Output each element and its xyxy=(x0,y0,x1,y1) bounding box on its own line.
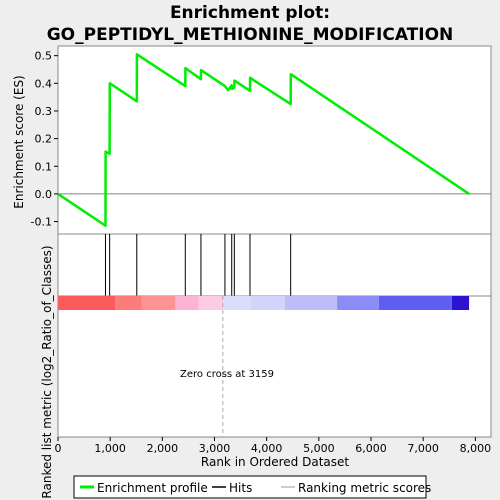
metric-bar-segment xyxy=(58,296,116,310)
x-tick-label: 8,000 xyxy=(460,442,492,455)
x-tick-label: 1,000 xyxy=(94,442,126,455)
metric-bar-segment xyxy=(141,296,176,310)
metric-bar-segment xyxy=(337,296,379,310)
x-tick-label: 6,000 xyxy=(355,442,387,455)
hits-panel-background xyxy=(57,233,492,297)
hits-marks xyxy=(104,234,292,296)
metric-panel-background xyxy=(57,295,492,438)
metric-bar-segment xyxy=(251,296,285,310)
y-tick-label: 0.2 xyxy=(35,133,53,146)
y-tick-label: 0.0 xyxy=(35,188,53,201)
metric-bar-segment xyxy=(284,296,338,310)
chart-title-line-2: GO_PEPTIDYL_METHIONINE_MODIFICATION xyxy=(47,25,454,45)
x-tick-label: 7,000 xyxy=(407,442,439,455)
x-axis: 0 1,000 2,000 3,000 4,000 5,000 6,000 7,000 8,00… xyxy=(55,437,492,455)
y-tick-label: 0.4 xyxy=(35,77,53,90)
y-axis-label-top: Enrichment score (ES) xyxy=(12,75,26,208)
es-y-axis: -0.1 0.0 0.1 0.2 0.3 0.4 0.5 xyxy=(31,50,58,229)
y-tick-label: 0.1 xyxy=(35,160,53,173)
legend-box xyxy=(73,475,427,499)
metric-bar-segment xyxy=(198,296,223,310)
metric-bar-segment xyxy=(451,296,470,310)
ranking-metric-bar xyxy=(58,296,470,310)
es-panel-background xyxy=(57,45,492,235)
y-tick-label: 0.3 xyxy=(35,105,53,118)
legend-label-ranking-metric: Ranking metric scores xyxy=(298,481,431,495)
x-tick-label: 0 xyxy=(55,442,62,455)
x-tick-label: 5,000 xyxy=(303,442,335,455)
legend-label-enrichment-profile: Enrichment profile xyxy=(97,481,208,495)
legend-label-hits: Hits xyxy=(229,481,252,495)
x-tick-label: 2,000 xyxy=(147,442,179,455)
chart-title-line-1: Enrichment plot: xyxy=(170,3,330,23)
y-tick-label: -0.1 xyxy=(31,216,52,229)
enrichment-profile-line xyxy=(57,53,470,227)
x-tick-label: 3,000 xyxy=(199,442,231,455)
y-tick-label: 0.5 xyxy=(35,50,53,63)
metric-bar-segment xyxy=(175,296,199,310)
y-axis-label-bottom: Ranked list metric (log2_Ratio_of_Classe… xyxy=(40,245,54,498)
zero-cross-label: Zero cross at 3159 xyxy=(180,369,274,380)
x-axis-label: Rank in Ordered Dataset xyxy=(201,455,349,469)
metric-bar-segment xyxy=(115,296,142,310)
metric-bar-segment xyxy=(222,296,252,310)
x-tick-label: 4,000 xyxy=(251,442,283,455)
metric-bar-segment xyxy=(378,296,452,310)
